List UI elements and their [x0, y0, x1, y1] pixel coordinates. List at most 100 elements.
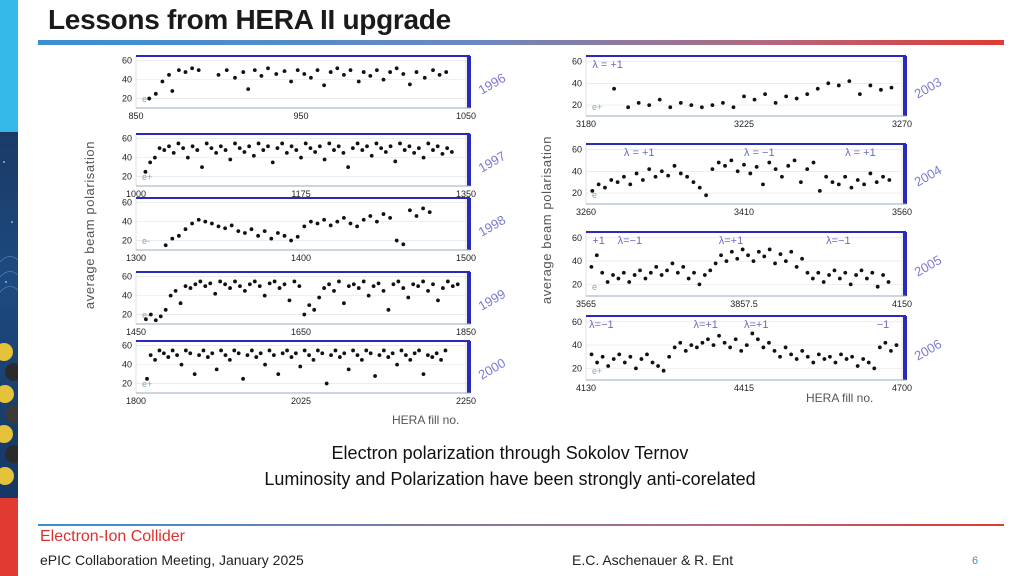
data-point	[181, 146, 186, 151]
data-point	[816, 270, 821, 275]
y-tick-label: 40	[572, 78, 582, 88]
x-tick-label: 1800	[126, 396, 146, 406]
data-point	[183, 348, 188, 353]
data-point	[828, 354, 832, 359]
data-point	[163, 243, 168, 248]
data-point	[754, 165, 759, 169]
data-point	[294, 148, 299, 152]
x-tick-label: 3225	[734, 119, 754, 129]
data-point	[839, 352, 843, 357]
data-point	[786, 163, 791, 168]
data-point	[371, 284, 376, 289]
data-point	[416, 146, 421, 151]
data-point	[767, 247, 772, 252]
data-point	[322, 217, 326, 222]
data-point	[798, 180, 803, 185]
data-point	[636, 101, 641, 105]
data-point	[157, 146, 162, 151]
data-point	[348, 68, 353, 73]
data-point	[719, 253, 723, 258]
beam-label: e+	[592, 102, 602, 112]
data-point	[147, 96, 152, 101]
data-point	[617, 352, 622, 357]
data-point	[810, 276, 815, 281]
data-point	[233, 279, 237, 284]
data-point	[183, 70, 188, 74]
data-point	[161, 351, 166, 356]
data-point	[875, 284, 880, 289]
data-point	[767, 160, 772, 165]
data-point	[728, 345, 733, 350]
helicity-label: λ=+1	[693, 319, 717, 331]
data-point	[157, 348, 162, 353]
data-point	[868, 83, 873, 88]
data-point	[262, 293, 267, 298]
data-point	[227, 358, 232, 362]
y-tick-label: 20	[572, 363, 582, 373]
data-point	[861, 357, 866, 361]
data-point	[826, 81, 831, 86]
ylabel-right: average beam polarisation	[539, 136, 554, 304]
data-point	[824, 174, 829, 179]
data-point	[332, 289, 336, 293]
y-tick-label: 20	[122, 94, 132, 104]
data-point	[390, 351, 395, 356]
data-point	[403, 353, 408, 358]
data-point	[836, 182, 841, 187]
panel-plot-area	[135, 197, 467, 251]
data-point	[394, 238, 399, 243]
data-point	[360, 148, 365, 152]
data-point	[672, 345, 677, 350]
data-point	[223, 226, 228, 231]
data-point	[412, 151, 417, 155]
x-tick-label: 1300	[126, 253, 146, 263]
data-point	[284, 151, 289, 155]
y-tick-label: 60	[122, 272, 132, 282]
slide-title: Lessons from HERA II upgrade	[48, 4, 451, 35]
data-point	[167, 144, 171, 149]
footer-logo: Electron-Ion Collider	[40, 528, 185, 545]
data-point	[208, 281, 213, 286]
data-point	[293, 351, 298, 356]
data-point	[755, 337, 760, 342]
data-point	[192, 372, 197, 376]
data-point	[218, 144, 223, 149]
data-point	[654, 265, 659, 269]
data-point	[289, 238, 293, 243]
x-tick-label: 850	[128, 111, 143, 121]
data-point	[780, 174, 784, 179]
data-point	[396, 279, 401, 284]
data-point	[411, 282, 416, 287]
x-tick-label: 2025	[291, 396, 311, 406]
helicity-label: λ=+1	[744, 319, 768, 331]
data-point	[402, 148, 407, 152]
data-point	[280, 351, 285, 356]
year-label: 1997	[476, 148, 509, 175]
data-point	[369, 153, 374, 158]
data-point	[377, 353, 382, 358]
panel-1999: 20 40 60 1450 1650 1850 1999 e-	[122, 271, 508, 337]
data-point	[259, 73, 264, 78]
data-point	[308, 146, 313, 151]
data-point	[177, 68, 181, 73]
data-point	[830, 180, 835, 185]
data-point	[827, 273, 831, 277]
data-point	[678, 171, 683, 176]
data-point	[356, 79, 361, 84]
data-point	[739, 349, 744, 353]
data-point	[821, 280, 826, 284]
x-tick-label: 1500	[456, 253, 476, 263]
data-point	[190, 66, 195, 71]
data-point	[748, 171, 753, 176]
panel-plot-area	[585, 55, 903, 117]
data-point	[391, 282, 396, 287]
data-point	[697, 185, 702, 190]
data-point	[645, 352, 649, 357]
data-point	[422, 75, 427, 80]
data-point	[639, 357, 644, 361]
data-point	[269, 236, 274, 241]
data-point	[445, 279, 450, 284]
data-point	[689, 103, 694, 107]
data-point	[702, 273, 707, 277]
data-point	[175, 353, 179, 358]
